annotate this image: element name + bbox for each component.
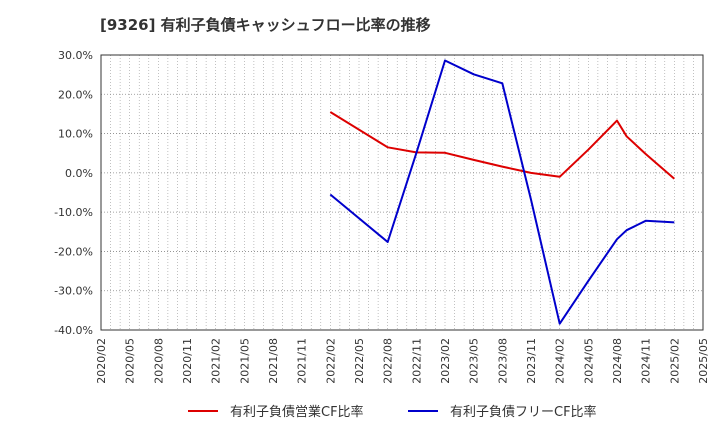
x-tick-label: 2020/08: [152, 338, 165, 384]
x-tick-label: 2023/08: [496, 338, 509, 384]
x-tick-label: 2023/05: [468, 338, 481, 384]
chart-title: [9326] 有利子負債キャッシュフロー比率の推移: [100, 16, 431, 34]
x-tick-label: 2022/08: [382, 338, 395, 384]
x-tick-label: 2024/02: [554, 338, 567, 384]
x-tick-label: 2023/11: [525, 338, 538, 384]
x-tick-label: 2021/08: [267, 338, 280, 384]
y-tick-label: 20.0%: [58, 88, 93, 101]
x-tick-label: 2021/05: [238, 338, 251, 384]
x-tick-label: 2025/02: [668, 338, 681, 384]
y-tick-label: -40.0%: [54, 324, 93, 337]
x-tick-label: 2020/02: [95, 338, 108, 384]
y-tick-label: -20.0%: [54, 245, 93, 258]
grid: [101, 54, 703, 331]
series-layer: [329, 59, 675, 325]
legend-label: 有利子負債営業CF比率: [230, 404, 364, 420]
legend: 有利子負債営業CF比率 有利子負債フリーCF比率: [188, 404, 597, 420]
x-tick-label: 2022/02: [324, 338, 337, 384]
x-tick-label: 2024/11: [640, 338, 653, 384]
x-tick-label: 2021/11: [296, 338, 309, 384]
x-tick-label: 2020/05: [124, 338, 137, 384]
y-tick-label: 30.0%: [58, 49, 93, 62]
y-tick-label: -30.0%: [54, 285, 93, 298]
x-tick-label: 2020/11: [181, 338, 194, 384]
x-tick-label: 2022/05: [353, 338, 366, 384]
series-line-free-cf: [329, 59, 675, 325]
x-axis: 2020/02 2020/05 2020/08 2020/11 2021/02 2021/…: [95, 338, 710, 384]
y-axis: 30.0% 20.0% 10.0% 0.0% -10.0% -20.0% -30.0% -40…: [54, 49, 93, 337]
x-tick-label: 2021/02: [210, 338, 223, 384]
y-tick-label: 0.0%: [65, 167, 93, 180]
plot-area: [100, 54, 704, 331]
x-tick-label: 2022/11: [410, 338, 423, 384]
y-tick-label: 10.0%: [58, 128, 93, 141]
x-tick-label: 2025/05: [697, 338, 710, 384]
y-tick-label: -10.0%: [54, 206, 93, 219]
x-tick-label: 2024/08: [611, 338, 624, 384]
x-tick-label: 2024/05: [582, 338, 595, 384]
x-tick-label: 2023/02: [439, 338, 452, 384]
legend-label: 有利子負債フリーCF比率: [450, 404, 597, 420]
